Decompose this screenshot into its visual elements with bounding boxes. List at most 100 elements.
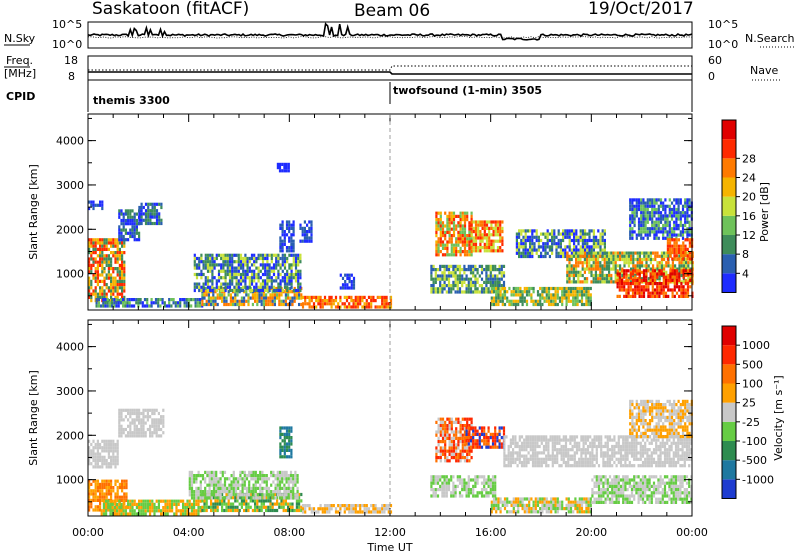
velocity-cell xyxy=(110,462,113,466)
power-cell xyxy=(124,209,127,213)
power-cell xyxy=(435,218,438,222)
power-cell xyxy=(680,294,683,298)
power-cell xyxy=(112,241,115,245)
power-cell xyxy=(631,233,634,237)
power-cell xyxy=(592,273,595,278)
power-cell xyxy=(292,272,295,277)
power-cell xyxy=(231,266,234,270)
power-cell xyxy=(586,238,589,243)
power-cell xyxy=(643,264,646,268)
velocity-cell xyxy=(352,504,355,508)
velocity-cell xyxy=(295,505,298,509)
velocity-cell xyxy=(131,502,134,506)
power-cell xyxy=(290,223,293,227)
power-cell xyxy=(344,283,347,287)
power-cell xyxy=(588,245,591,249)
power-cell xyxy=(319,299,322,303)
power-cell xyxy=(623,288,626,292)
velocity-cell xyxy=(138,502,141,506)
velocity-cell xyxy=(188,493,191,497)
velocity-cell xyxy=(135,431,138,435)
power-cell xyxy=(657,220,660,224)
velocity-cell xyxy=(162,415,165,419)
power-cell xyxy=(330,299,333,303)
power-cell xyxy=(623,294,626,298)
power-cell xyxy=(574,296,577,300)
power-cell xyxy=(332,299,335,303)
power-cell xyxy=(229,293,232,297)
velocity-cell xyxy=(292,480,295,484)
power-cell xyxy=(542,232,545,236)
velocity-cell xyxy=(149,431,152,435)
power-cell xyxy=(679,233,682,237)
power-cell xyxy=(121,283,124,287)
power-ytick-label: 3000 xyxy=(56,179,84,192)
power-cell xyxy=(632,264,635,268)
power-cell xyxy=(536,302,540,307)
velocity-cell xyxy=(287,486,290,490)
power-cell xyxy=(547,286,551,291)
power-cell xyxy=(599,238,602,243)
power-cell xyxy=(264,288,267,293)
power-cell xyxy=(603,245,606,249)
power-cell xyxy=(244,279,247,283)
power-cell xyxy=(635,211,638,215)
power-cell xyxy=(655,227,658,231)
velocity-cell xyxy=(88,492,91,496)
velocity-cell xyxy=(291,505,294,509)
velocity-cell xyxy=(94,462,97,466)
velocity-cell xyxy=(278,505,281,509)
power-cell xyxy=(510,293,513,297)
power-cell xyxy=(214,296,217,300)
velocity-cell xyxy=(164,502,167,506)
power-cell xyxy=(118,251,121,255)
power-cell xyxy=(653,275,657,279)
power-cell xyxy=(223,299,226,303)
power-cell xyxy=(304,302,307,306)
power-cell xyxy=(636,278,639,282)
power-cell xyxy=(308,239,311,243)
power-cell xyxy=(288,263,291,267)
power-cell xyxy=(618,272,621,276)
power-cell xyxy=(684,214,687,218)
velocity-cell xyxy=(450,449,453,453)
power-cell xyxy=(531,251,534,255)
power-cell xyxy=(631,272,635,276)
power-cell xyxy=(389,305,393,309)
power-cell xyxy=(105,292,108,296)
velocity-cell xyxy=(378,507,382,511)
power-cell xyxy=(480,284,484,288)
power-cell xyxy=(529,242,532,246)
power-cell xyxy=(225,299,228,303)
velocity-cell xyxy=(88,505,91,509)
power-cell xyxy=(670,211,674,215)
velocity-cell xyxy=(162,424,165,428)
power-cell xyxy=(385,299,388,303)
power-cell xyxy=(614,261,617,265)
power-cell xyxy=(292,246,295,250)
power-cell xyxy=(229,296,232,300)
velocity-cell xyxy=(114,455,117,459)
velocity-cell xyxy=(92,449,95,453)
velocity-cell xyxy=(120,415,123,419)
power-cell xyxy=(441,284,444,288)
power-cell xyxy=(577,277,580,281)
power-cell xyxy=(554,296,557,300)
power-cell xyxy=(122,222,125,226)
power-cell xyxy=(608,270,611,274)
velocity-cell xyxy=(274,496,277,500)
velocity-cell xyxy=(190,470,194,474)
velocity-cell xyxy=(237,477,240,481)
power-cell xyxy=(587,290,590,294)
velocity-cell xyxy=(151,499,154,503)
power-cell xyxy=(636,251,639,255)
power-cell xyxy=(575,261,578,265)
power-cell xyxy=(457,214,460,218)
power-cell xyxy=(110,260,113,264)
velocity-cell xyxy=(248,493,251,497)
power-cell xyxy=(616,257,619,262)
power-cell xyxy=(231,260,234,264)
velocity-cell xyxy=(283,470,286,474)
power-cell xyxy=(592,251,595,255)
velocity-cell xyxy=(105,506,108,510)
